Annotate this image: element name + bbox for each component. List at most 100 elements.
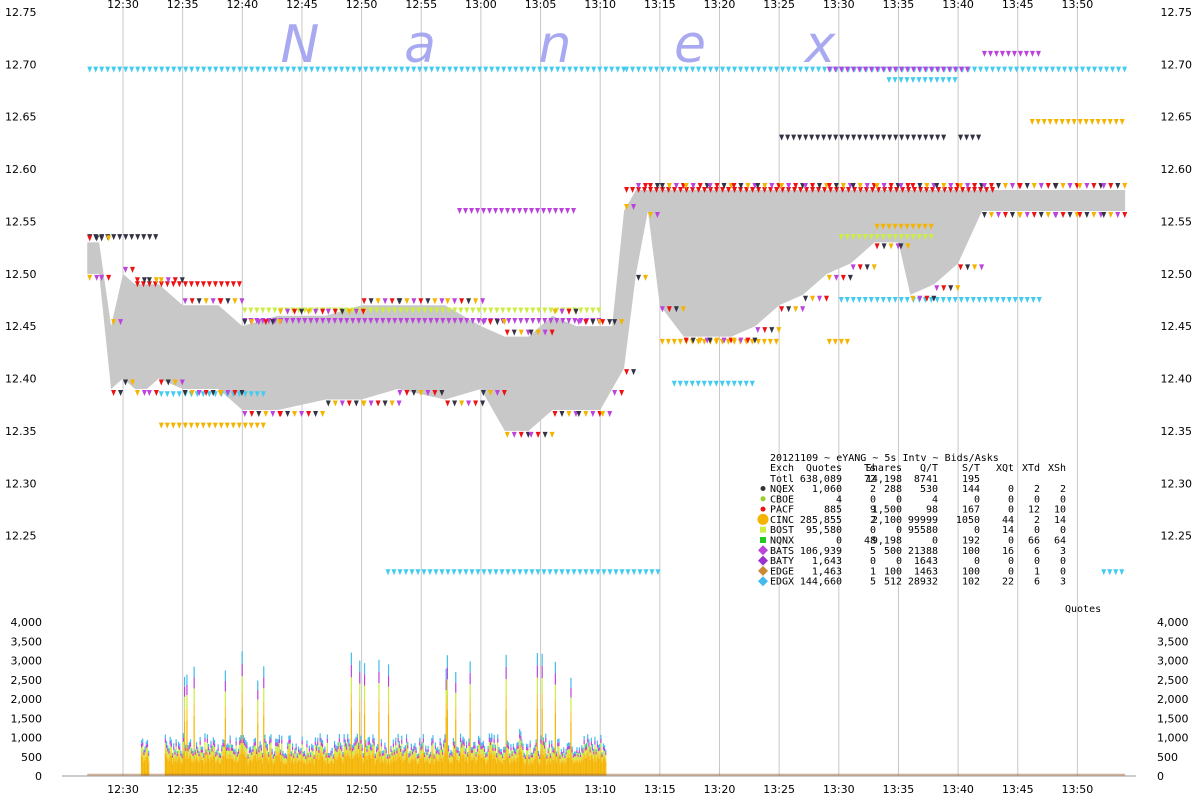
volume-bar: [299, 752, 301, 755]
volume-tick-label-left: 4,000: [11, 616, 43, 629]
volume-bar: [491, 747, 493, 753]
ask-marker: [559, 308, 565, 315]
volume-bar: [444, 742, 446, 749]
x-tick-label-top: 12:45: [286, 0, 318, 11]
legend-cell: 2: [1034, 515, 1040, 526]
volume-bar: [533, 760, 535, 776]
volume-bar: [413, 748, 415, 752]
ask-marker: [146, 277, 152, 284]
volume-bar: [337, 753, 339, 758]
volume-bar: [558, 755, 560, 776]
volume-bar: [169, 736, 171, 741]
volume-bar: [306, 740, 308, 744]
volume-bar: [145, 744, 147, 749]
volume-bar: [464, 751, 466, 754]
volume-bar: [207, 754, 210, 759]
volume-bar: [396, 753, 398, 758]
volume-tick-label-left: 3,000: [11, 655, 43, 668]
volume-bar: [343, 742, 345, 748]
volume-bar: [167, 751, 169, 756]
volume-bar: [253, 742, 255, 747]
volume-bar: [275, 755, 277, 776]
volume-bar: [321, 756, 324, 776]
volume-bar: [501, 753, 504, 756]
ask-marker: [306, 308, 312, 315]
volume-bar: [398, 756, 400, 776]
ask-marker: [432, 298, 438, 305]
volume-bar: [317, 750, 319, 755]
volume-bar: [337, 745, 339, 750]
bid-marker: [1101, 211, 1107, 218]
legend-cell: 195: [962, 474, 980, 485]
volume-bar: [516, 757, 518, 776]
volume-bar: [540, 743, 542, 749]
volume-bar: [503, 752, 505, 757]
volume-bar: [227, 743, 229, 747]
volume-bar: [565, 751, 567, 755]
volume-bar: [377, 747, 379, 751]
volume-bar: [461, 744, 463, 748]
volume-bar: [434, 745, 436, 750]
volume-bar: [242, 734, 244, 740]
legend-cell: 1: [870, 566, 876, 577]
volume-bar: [168, 748, 170, 752]
volume-bar: [199, 740, 201, 745]
volume-bar: [421, 748, 423, 754]
volume-bar: [225, 755, 228, 759]
volume-bar: [596, 744, 598, 748]
legend-cell: 14: [1054, 515, 1066, 526]
bid-marker: [130, 379, 135, 386]
volume-bar: [485, 752, 487, 756]
ask-marker: [624, 203, 630, 210]
volume-tick-label-right: 1,000: [1157, 732, 1189, 745]
volume-bar: [559, 754, 561, 757]
volume-bar: [283, 753, 285, 757]
volume-bar: [461, 756, 463, 776]
volume-bar: [360, 748, 362, 754]
volume-bar: [527, 754, 529, 759]
volume-bar: [170, 756, 172, 776]
volume-bar: [222, 755, 224, 776]
volume-bar: [520, 746, 522, 752]
volume-bar: [192, 750, 194, 754]
volume-bar: [403, 759, 405, 776]
volume-bar: [368, 754, 370, 776]
volume-bar: [285, 761, 288, 765]
volume-bar: [582, 760, 584, 776]
ask-marker: [850, 183, 856, 190]
volume-bar: [283, 763, 285, 776]
volume-bar: [553, 757, 555, 761]
volume-bar: [543, 745, 546, 749]
volume-bar: [468, 745, 470, 751]
volume-bar: [206, 753, 208, 776]
volume-bar: [180, 762, 182, 776]
volume-bar: [455, 682, 457, 693]
volume-bar: [290, 762, 292, 776]
volume-bar: [230, 754, 232, 759]
volume-bar: [511, 762, 513, 776]
bid-marker: [654, 211, 660, 218]
volume-bar: [180, 750, 182, 754]
volume-bar: [385, 753, 387, 757]
legend-cell: 64: [1054, 536, 1066, 547]
legend-marker: [760, 526, 766, 533]
volume-bar: [186, 694, 188, 709]
volume-bar: [243, 750, 246, 755]
volume-bar: [186, 720, 188, 776]
volume-bar: [441, 754, 444, 759]
volume-bar: [296, 763, 298, 776]
legend-cell: 0: [1060, 556, 1066, 567]
volume-bar: [453, 752, 456, 757]
volume-bar: [462, 754, 464, 776]
bid-marker: [487, 390, 493, 397]
legend-cell: 2,100: [872, 515, 902, 526]
legend-cell: 106,939: [800, 546, 842, 557]
volume-bar: [449, 757, 451, 761]
volume-bar: [599, 744, 601, 748]
ask-marker: [941, 183, 947, 190]
volume-bar: [462, 749, 464, 755]
volume-bar: [595, 761, 597, 776]
volume-tick-label-right: 500: [1157, 751, 1178, 764]
volume-bar: [273, 756, 276, 760]
volume-bar: [585, 757, 588, 776]
